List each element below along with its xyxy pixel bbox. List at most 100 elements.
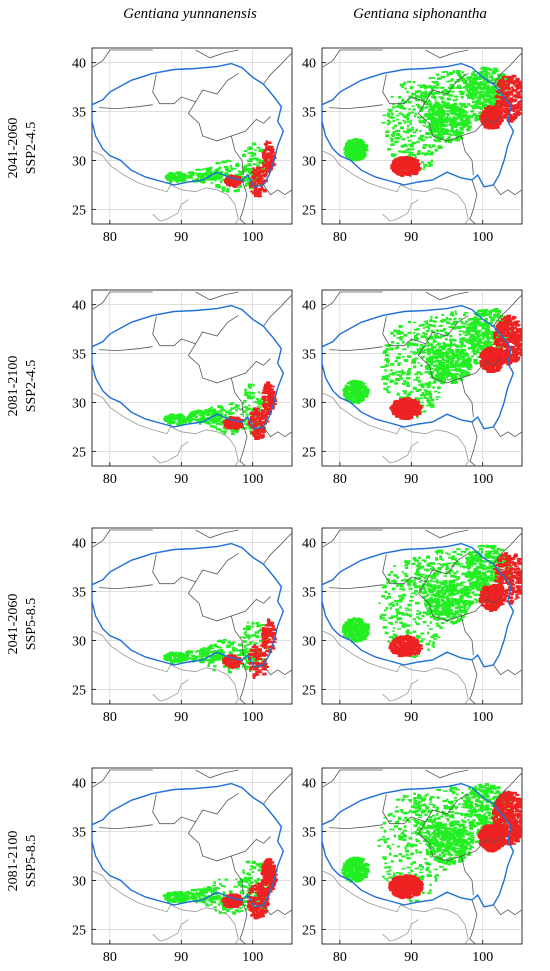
suitable-area-cell — [440, 105, 445, 108]
suitable-area-cell — [343, 394, 347, 397]
suitable-area-cell — [257, 406, 262, 408]
suitable-area-cell — [494, 307, 499, 311]
suitable-area-cell — [426, 117, 430, 120]
suitable-area-cell — [487, 338, 490, 341]
suitable-area-cell — [449, 339, 454, 342]
changed-area-cell — [235, 421, 239, 424]
suitable-area-cell — [452, 112, 457, 116]
changed-area-cell — [250, 176, 254, 179]
suitable-area-cell — [459, 128, 464, 131]
suitable-area-cell — [207, 170, 212, 173]
suitable-area-cell — [442, 128, 445, 132]
changed-area-cell — [496, 105, 501, 108]
changed-area-cell — [225, 419, 229, 422]
suitable-area-cell — [433, 134, 438, 137]
suitable-area-cell — [220, 430, 225, 433]
suitable-area-cell — [439, 320, 445, 322]
changed-area-cell — [266, 381, 271, 384]
suitable-area-cell — [442, 110, 446, 114]
column-title-siphonantha: Gentiana siphonantha — [353, 6, 487, 22]
changed-area-cell — [519, 100, 522, 104]
suitable-area-cell — [463, 86, 467, 89]
suitable-area-cell — [474, 77, 480, 81]
suitable-area-cell — [203, 418, 208, 421]
changed-area-cell — [236, 175, 240, 178]
suitable-area-cell — [416, 348, 420, 351]
suitable-area-cell — [349, 148, 353, 150]
suitable-area-cell — [257, 403, 262, 406]
suitable-area-cell — [430, 405, 435, 408]
suitable-area-cell — [458, 111, 461, 114]
suitable-area-cell — [448, 140, 453, 144]
suitable-area-cell — [460, 111, 464, 114]
x-tick-label: 90 — [174, 230, 188, 245]
suitable-area-cell — [498, 311, 502, 314]
changed-area-cell — [226, 176, 230, 180]
suitable-area-cell — [364, 149, 369, 152]
admin-boundary — [322, 49, 383, 68]
suitable-area-cell — [477, 337, 482, 341]
suitable-area-cell — [448, 71, 454, 75]
suitable-area-cell — [200, 417, 206, 420]
suitable-area-cell — [254, 149, 257, 151]
suitable-area-cell — [456, 87, 462, 89]
changed-area-cell — [504, 342, 509, 346]
suitable-area-cell — [421, 393, 426, 396]
suitable-area-cell — [352, 395, 357, 398]
suitable-area-cell — [458, 102, 462, 105]
changed-area-cell — [262, 164, 268, 168]
changed-area-cell — [484, 107, 489, 110]
suitable-area-cell — [200, 176, 203, 180]
suitable-area-cell — [481, 312, 486, 315]
suitable-area-cell — [452, 105, 457, 108]
suitable-area-cell — [396, 374, 401, 376]
changed-area-cell — [257, 420, 262, 422]
changed-area-cell — [501, 103, 505, 106]
changed-area-cell — [393, 166, 398, 169]
changed-area-cell — [514, 114, 517, 117]
changed-area-cell — [516, 84, 520, 87]
changed-area-cell — [223, 422, 227, 425]
suitable-area-cell — [219, 405, 223, 408]
suitable-area-cell — [247, 170, 251, 173]
suitable-area-cell — [484, 68, 487, 72]
suitable-area-cell — [398, 370, 403, 373]
suitable-area-cell — [485, 77, 489, 80]
changed-area-cell — [519, 90, 522, 93]
suitable-area-cell — [201, 415, 205, 418]
suitable-area-cell — [229, 413, 233, 416]
suitable-area-cell — [419, 397, 423, 400]
suitable-area-cell — [447, 113, 450, 117]
suitable-area-cell — [484, 317, 488, 320]
suitable-area-cell — [258, 159, 262, 162]
suitable-area-cell — [414, 338, 420, 340]
suitable-area-cell — [212, 171, 218, 174]
changed-area-cell — [495, 106, 499, 110]
suitable-area-cell — [473, 324, 478, 328]
suitable-area-cell — [392, 126, 395, 130]
suitable-area-cell — [217, 412, 223, 415]
suitable-area-cell — [451, 86, 455, 90]
suitable-area-cell — [429, 366, 432, 370]
suitable-area-cell — [430, 106, 434, 109]
suitable-area-cell — [399, 338, 403, 341]
suitable-area-cell — [403, 81, 407, 85]
changed-area-cell — [488, 109, 491, 113]
suitable-area-cell — [479, 90, 485, 93]
suitable-area-cell — [351, 146, 357, 150]
suitable-area-cell — [439, 130, 443, 132]
suitable-area-cell — [433, 122, 439, 126]
suitable-area-cell — [467, 362, 471, 365]
suitable-area-cell — [433, 138, 436, 141]
changed-area-cell — [259, 423, 263, 426]
changed-area-cell — [407, 160, 411, 164]
suitable-area-cell — [398, 374, 402, 378]
changed-area-cell — [252, 182, 257, 185]
suitable-area-cell — [190, 173, 194, 177]
suitable-area-cell — [219, 420, 223, 424]
suitable-area-cell — [476, 344, 481, 347]
suitable-area-cell — [425, 114, 430, 118]
changed-area-cell — [390, 164, 395, 167]
suitable-area-cell — [405, 114, 411, 117]
suitable-area-cell — [485, 80, 490, 84]
